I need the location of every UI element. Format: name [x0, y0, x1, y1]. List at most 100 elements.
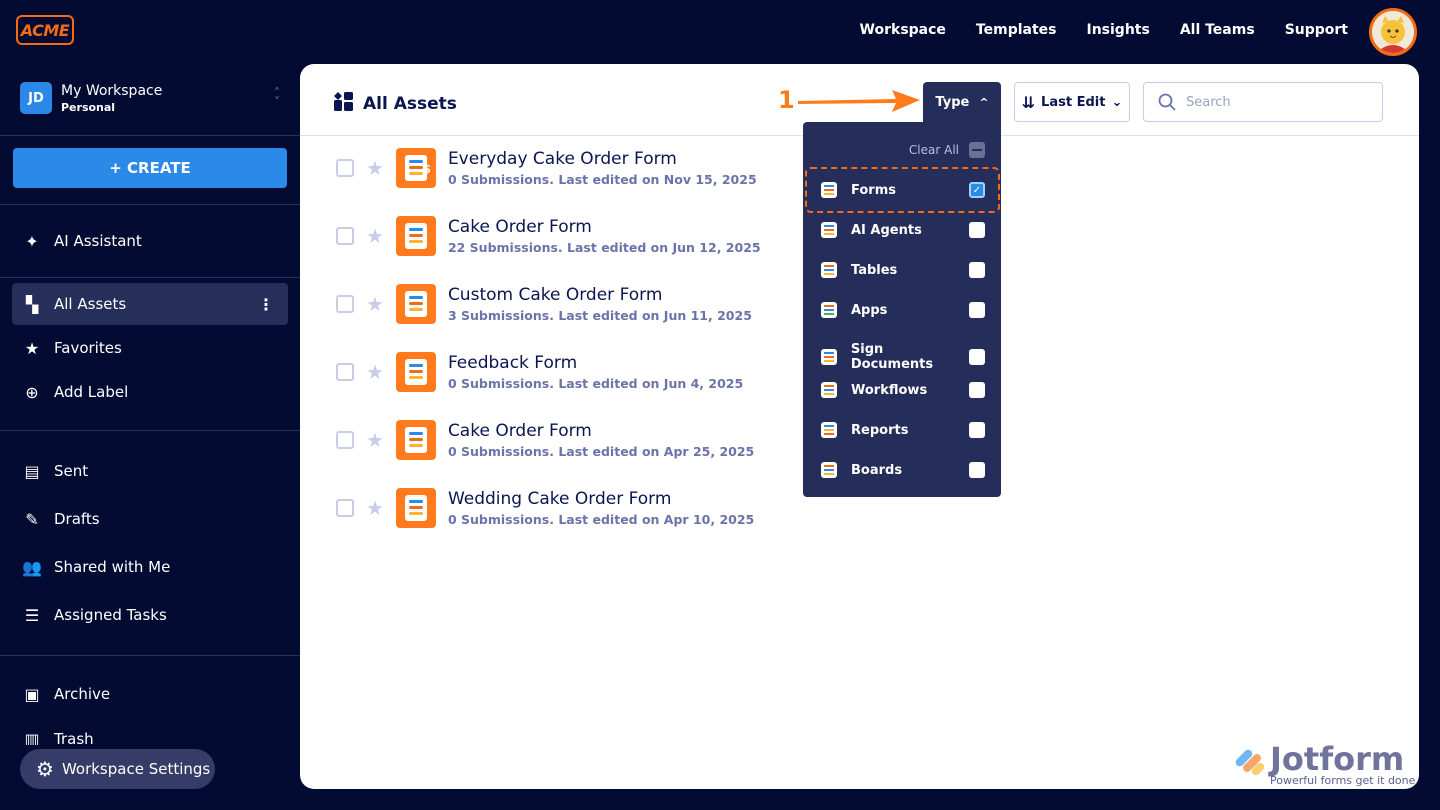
nav-workspace[interactable]: Workspace — [859, 22, 946, 38]
asset-title[interactable]: Everyday Cake Order Form — [447, 149, 677, 169]
type-option-boards[interactable]: Boards — [821, 462, 985, 478]
apps-icon — [821, 302, 837, 318]
form-icon — [395, 420, 436, 460]
sign-documents-icon — [821, 349, 837, 365]
acme-logo[interactable]: ACME — [16, 15, 74, 45]
avatar[interactable] — [1369, 8, 1417, 56]
row-checkbox[interactable] — [336, 227, 354, 245]
divider — [0, 204, 300, 205]
sidebar-item-label: Shared with Me — [54, 558, 171, 576]
type-option-label: Forms — [851, 182, 896, 198]
asset-meta: 0 Submissions. Last edited on Nov 15, 20… — [447, 172, 757, 187]
type-option-apps[interactable]: Apps — [821, 302, 985, 318]
forms-icon — [821, 182, 837, 198]
sidebar-item-favorites[interactable]: ★ Favorites — [12, 327, 288, 369]
sidebar-item-shared[interactable]: 👥 Shared with Me — [12, 546, 288, 588]
asset-row[interactable]: ★ $ Everyday Cake Order Form 0 Submission… — [336, 148, 757, 188]
asset-row[interactable]: ★ Feedback Form 0 Submissions. Last edite… — [336, 352, 743, 392]
type-option-checkbox[interactable] — [969, 302, 985, 318]
grid-icon — [334, 92, 353, 116]
star-icon[interactable]: ★ — [366, 156, 384, 180]
asset-title[interactable]: Feedback Form — [447, 353, 578, 373]
row-checkbox[interactable] — [336, 363, 354, 381]
sidebar-item-ai-assistant[interactable]: ✦ AI Assistant — [12, 220, 288, 262]
type-option-checkbox[interactable] — [969, 462, 985, 478]
type-option-workflows[interactable]: Workflows — [821, 382, 985, 398]
more-options-icon[interactable]: ⋮ — [258, 294, 274, 314]
nav-support[interactable]: Support — [1284, 22, 1348, 38]
nav-templates[interactable]: Templates — [975, 22, 1057, 38]
asset-row[interactable]: ★ Custom Cake Order Form 3 Submissions. L… — [336, 284, 752, 324]
asset-title[interactable]: Cake Order Form — [447, 217, 592, 237]
type-option-checkbox[interactable] — [969, 422, 985, 438]
asset-meta: 0 Submissions. Last edited on Jun 4, 202… — [447, 376, 744, 391]
jotform-watermark: Jotform Powerful forms get it done — [1234, 743, 1415, 787]
row-checkbox[interactable] — [336, 431, 354, 449]
asset-title[interactable]: Custom Cake Order Form — [447, 285, 663, 305]
sidebar-item-assigned-tasks[interactable]: ☰ Assigned Tasks — [12, 594, 288, 636]
indeterminate-checkbox[interactable] — [969, 142, 985, 158]
asset-row[interactable]: ★ Wedding Cake Order Form 0 Submissions. … — [336, 488, 754, 528]
type-filter-label: Type — [935, 95, 970, 110]
tables-icon — [821, 262, 837, 278]
asset-row[interactable]: ★ Cake Order Form 0 Submissions. Last edi… — [336, 420, 754, 460]
type-option-checkbox[interactable] — [969, 222, 985, 238]
star-icon[interactable]: ★ — [366, 360, 384, 384]
row-checkbox[interactable] — [336, 159, 354, 177]
page-title: All Assets — [363, 94, 457, 114]
star-icon[interactable]: ★ — [366, 428, 384, 452]
sidebar-item-add-label[interactable]: ⊕ Add Label — [12, 371, 288, 413]
sort-label: Last Edit — [1041, 94, 1106, 110]
star-icon[interactable]: ★ — [366, 292, 384, 316]
sidebar-item-all-assets[interactable]: ▚ All Assets ⋮ — [12, 283, 288, 325]
workflows-icon — [821, 382, 837, 398]
chevron-updown-icon: ˄ ˅ — [274, 86, 280, 109]
workspace-settings-label: Workspace Settings — [61, 760, 211, 778]
star-icon[interactable]: ★ — [366, 224, 384, 248]
nav-insights[interactable]: Insights — [1086, 22, 1150, 38]
type-option-checkbox[interactable] — [969, 382, 985, 398]
clear-all-label: Clear All — [908, 143, 959, 157]
sidebar-item-archive[interactable]: ▣ Archive — [12, 673, 288, 715]
type-option-label: Sign Documents — [850, 342, 934, 372]
row-checkbox[interactable] — [336, 295, 354, 313]
type-filter-button[interactable]: Type ^ — [923, 82, 1001, 123]
asset-meta: 0 Submissions. Last edited on Apr 10, 20… — [447, 512, 755, 527]
sparkle-icon: ✦ — [25, 231, 39, 251]
type-option-checkbox[interactable] — [969, 349, 985, 365]
annotation-highlight-box — [805, 167, 1000, 213]
search-input[interactable] — [1186, 94, 1376, 110]
clear-all-button[interactable]: Clear All — [909, 142, 985, 158]
type-option-reports[interactable]: Reports — [821, 422, 985, 438]
type-option-label: Workflows — [851, 382, 928, 398]
type-option-checkbox[interactable] — [969, 262, 985, 278]
type-option-sign-documents[interactable]: Sign Documents — [821, 342, 985, 372]
star-icon[interactable]: ★ — [366, 496, 384, 520]
type-option-label: Tables — [851, 262, 898, 278]
sidebar-item-label: Assigned Tasks — [54, 606, 167, 624]
type-option-tables[interactable]: Tables — [821, 262, 985, 278]
form-icon — [395, 352, 436, 392]
type-dropdown: Clear All Forms ✓ AI Agents Tables Apps … — [803, 122, 1001, 497]
grid-icon: ▚ — [25, 294, 39, 314]
sidebar-item-drafts[interactable]: ✎ Drafts — [12, 498, 288, 540]
workspace-settings-button[interactable]: ⚙ Workspace Settings — [20, 749, 215, 789]
sidebar-item-label: Add Label — [54, 383, 129, 401]
search-box — [1143, 82, 1383, 122]
row-checkbox[interactable] — [336, 499, 354, 517]
type-option-ai-agents[interactable]: AI Agents — [821, 222, 985, 238]
workspace-type: Personal — [61, 100, 116, 114]
sort-button[interactable]: ⇊ Last Edit ⌄ — [1014, 82, 1130, 122]
workspace-switcher[interactable]: JD My Workspace Personal ˄ ˅ — [20, 82, 280, 114]
type-option-forms[interactable]: Forms ✓ — [821, 182, 985, 198]
asset-title[interactable]: Wedding Cake Order Form — [447, 489, 672, 509]
sidebar-item-sent[interactable]: ▤ Sent — [12, 450, 288, 492]
type-option-checkbox[interactable]: ✓ — [969, 182, 985, 198]
sidebar-item-label: Drafts — [54, 510, 100, 528]
sidebar-item-label: AI Assistant — [54, 232, 142, 250]
asset-title[interactable]: Cake Order Form — [447, 421, 592, 441]
nav-all-teams[interactable]: All Teams — [1179, 22, 1255, 38]
asset-row[interactable]: ★ Cake Order Form 22 Submissions. Last ed… — [336, 216, 761, 256]
create-button[interactable]: + CREATE — [13, 148, 287, 188]
sidebar-item-trash[interactable]: ▥ Trash — [12, 724, 288, 746]
